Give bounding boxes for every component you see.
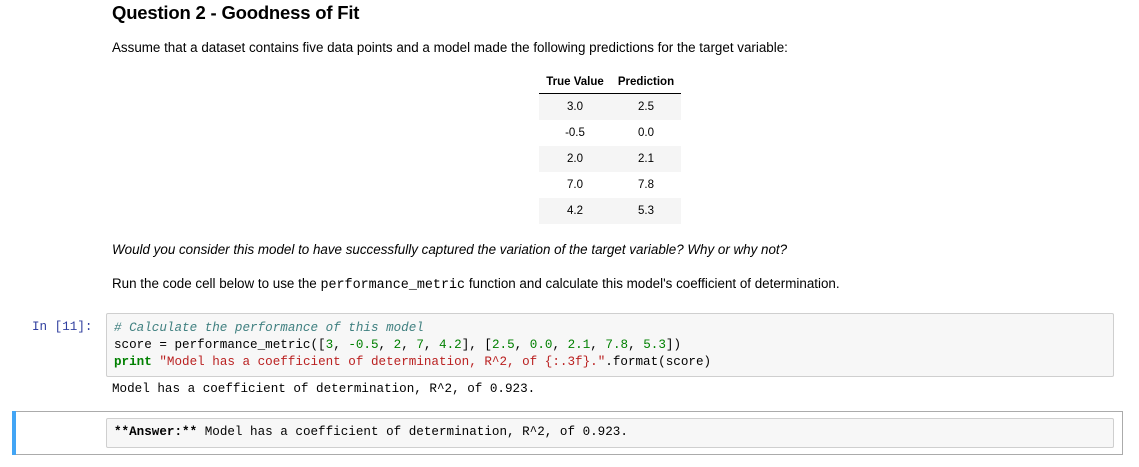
num: 5.3: [643, 338, 666, 352]
answer-editor[interactable]: **Answer:** Model has a coefficient of d…: [106, 418, 1114, 448]
cell-true: 4.2: [539, 198, 611, 224]
run-instruction: Run the code cell below to use the perfo…: [112, 276, 840, 293]
prediction-table: True Value Prediction 3.0 2.5 -0.5 0.0 2…: [539, 71, 681, 224]
num: 0.0: [529, 338, 553, 352]
code-string: "Model has a coefficient of determinatio…: [159, 355, 606, 369]
keyword-print: print: [114, 355, 152, 369]
question-title: Question 2 - Goodness of Fit: [112, 2, 360, 23]
cell-pred: 2.5: [611, 93, 681, 120]
cell-output: Model has a coefficient of determination…: [112, 382, 536, 396]
cell-pred: 0.0: [638, 127, 654, 139]
cell-true: -0.5: [565, 127, 585, 139]
run-function-name: performance_metric: [320, 278, 466, 293]
intro-text: Assume that a dataset contains five data…: [112, 40, 788, 55]
table-row: -0.5 0.0: [539, 120, 681, 146]
run-prefix: Run the code cell below to use the: [112, 276, 321, 291]
selected-cell-indicator: [12, 411, 16, 455]
cell-true: 7.0: [567, 179, 583, 191]
italic-question: Would you consider this model to have su…: [112, 242, 788, 257]
cell-pred: 7.8: [638, 179, 654, 191]
code-line-2: score = performance_metric([3, -0.5, 2, …: [114, 338, 682, 352]
code-call: score = performance_metric([: [114, 338, 326, 352]
cell-prompt: In [11]:: [32, 320, 93, 334]
num: 2.1: [567, 338, 591, 352]
cell-true: 2.0: [539, 146, 611, 172]
num: -0.5: [348, 338, 379, 352]
num: 3: [325, 338, 334, 352]
table-row: 3.0 2.5: [539, 93, 681, 120]
num: 4.2: [439, 338, 462, 352]
table-row: 7.0 7.8: [539, 172, 681, 198]
num: 2: [393, 338, 402, 352]
num: 2.5: [491, 338, 515, 352]
code-editor[interactable]: # Calculate the performance of this mode…: [106, 313, 1114, 377]
header-true-value: True Value: [539, 71, 611, 94]
code-line-3: print "Model has a coefficient of determ…: [114, 355, 711, 369]
cell-pred: 5.3: [611, 198, 681, 224]
cell-true: 3.0: [539, 93, 611, 120]
code-format-call: .format(score): [605, 355, 712, 369]
run-suffix: function and calculate this model's coef…: [465, 276, 840, 291]
num: 7: [416, 338, 424, 352]
answer-label: **Answer:**: [114, 425, 198, 439]
num: 7.8: [605, 338, 629, 352]
table-row: 2.0 2.1: [539, 146, 681, 172]
code-comment: # Calculate the performance of this mode…: [114, 321, 424, 335]
table-row: 4.2 5.3: [539, 198, 681, 224]
header-prediction: Prediction: [611, 71, 681, 94]
answer-text: Model has a coefficient of determination…: [197, 425, 628, 439]
cell-pred: 2.1: [611, 146, 681, 172]
selected-markdown-cell[interactable]: [16, 411, 1123, 455]
